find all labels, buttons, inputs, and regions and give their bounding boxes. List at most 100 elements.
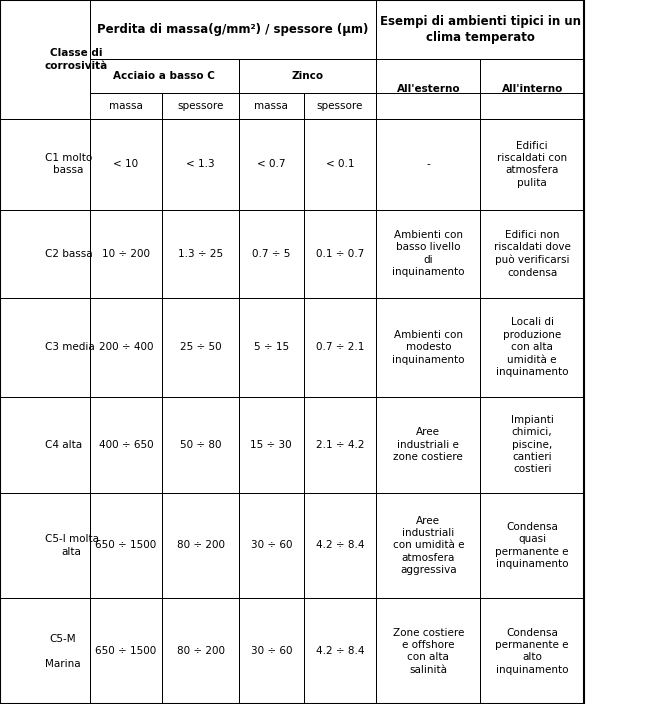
Text: massa: massa <box>109 101 143 111</box>
Bar <box>239 598 304 704</box>
Bar <box>304 298 376 397</box>
Bar <box>239 397 304 493</box>
Bar <box>239 210 304 298</box>
Text: Ambienti con
modesto
inquinamento: Ambienti con modesto inquinamento <box>392 329 465 365</box>
Text: 400 ÷ 650: 400 ÷ 650 <box>99 440 153 450</box>
Bar <box>376 493 480 598</box>
Bar <box>239 58 376 93</box>
Bar <box>90 0 376 58</box>
Bar <box>304 493 376 598</box>
Bar <box>304 397 376 493</box>
Bar <box>304 298 376 397</box>
Bar <box>90 298 162 397</box>
Bar <box>304 397 376 493</box>
Bar <box>162 298 239 397</box>
Bar <box>304 493 376 598</box>
Text: Zinco: Zinco <box>291 70 324 80</box>
Bar <box>90 0 376 58</box>
Text: 2.1 ÷ 4.2: 2.1 ÷ 4.2 <box>316 440 364 450</box>
Bar <box>162 93 239 119</box>
Text: massa: massa <box>254 101 288 111</box>
Bar <box>239 493 304 598</box>
Text: 4.2 ÷ 8.4: 4.2 ÷ 8.4 <box>316 541 364 551</box>
Bar <box>239 119 304 210</box>
Bar <box>304 119 376 210</box>
Bar <box>480 397 584 493</box>
Bar <box>376 0 584 58</box>
Bar <box>162 210 239 298</box>
Bar <box>0 0 90 119</box>
Bar <box>0 598 90 704</box>
Bar <box>90 210 162 298</box>
Text: Acciaio a basso C: Acciaio a basso C <box>114 70 215 80</box>
Bar <box>376 598 480 704</box>
Text: Perdita di massa(g/mm²) / spessore (μm): Perdita di massa(g/mm²) / spessore (μm) <box>97 23 369 36</box>
Bar <box>376 119 480 210</box>
Bar <box>162 119 239 210</box>
Bar <box>480 119 584 210</box>
Text: 80 ÷ 200: 80 ÷ 200 <box>177 646 225 656</box>
Text: 200 ÷ 400: 200 ÷ 400 <box>99 342 153 352</box>
Bar <box>90 397 162 493</box>
Bar <box>480 397 584 493</box>
Bar <box>0 493 90 598</box>
Bar <box>376 298 480 397</box>
Bar <box>162 210 239 298</box>
Bar <box>90 58 239 93</box>
Text: C2 bassa: C2 bassa <box>45 249 92 258</box>
Bar <box>0 119 90 210</box>
Bar <box>239 58 376 93</box>
Bar <box>162 397 239 493</box>
Text: 30 ÷ 60: 30 ÷ 60 <box>251 646 292 656</box>
Bar <box>480 58 584 119</box>
Text: C1 molto
bassa: C1 molto bassa <box>45 153 92 175</box>
Bar <box>480 93 584 119</box>
Bar <box>376 397 480 493</box>
Bar <box>162 119 239 210</box>
Bar <box>0 210 90 298</box>
Bar <box>480 210 584 298</box>
Bar <box>239 93 304 119</box>
Bar <box>0 119 90 210</box>
Text: C5-M

Marina: C5-M Marina <box>45 634 80 669</box>
Bar <box>239 210 304 298</box>
Bar <box>480 493 584 598</box>
Text: All'interno: All'interno <box>502 84 563 94</box>
Bar <box>90 93 162 119</box>
Bar <box>162 298 239 397</box>
Bar <box>480 210 584 298</box>
Bar <box>239 493 304 598</box>
Bar <box>162 397 239 493</box>
Bar <box>0 0 90 119</box>
Text: Edifici
riscaldati con
atmosfera
pulita: Edifici riscaldati con atmosfera pulita <box>497 141 567 188</box>
Text: 10 ÷ 200: 10 ÷ 200 <box>102 249 150 258</box>
Bar <box>376 298 480 397</box>
Text: Edifici non
riscaldati dove
può verificarsi
condensa: Edifici non riscaldati dove può verifica… <box>494 230 570 277</box>
Bar <box>90 493 162 598</box>
Text: 25 ÷ 50: 25 ÷ 50 <box>180 342 221 352</box>
Text: Impianti
chimici,
piscine,
cantieri
costieri: Impianti chimici, piscine, cantieri cost… <box>511 415 554 474</box>
Bar <box>90 298 162 397</box>
Bar <box>239 298 304 397</box>
Text: 80 ÷ 200: 80 ÷ 200 <box>177 541 225 551</box>
Bar <box>90 58 239 93</box>
Bar <box>90 119 162 210</box>
Bar <box>304 598 376 704</box>
Bar <box>239 298 304 397</box>
Bar <box>239 119 304 210</box>
Text: 30 ÷ 60: 30 ÷ 60 <box>251 541 292 551</box>
Text: < 0.7: < 0.7 <box>257 159 286 169</box>
Text: 4.2 ÷ 8.4: 4.2 ÷ 8.4 <box>316 646 364 656</box>
Text: Ambienti con
basso livello
di
inquinamento: Ambienti con basso livello di inquinamen… <box>392 230 465 277</box>
Text: Aree
industriali e
zone costiere: Aree industriali e zone costiere <box>393 427 463 462</box>
Bar <box>376 397 480 493</box>
Bar <box>480 598 584 704</box>
Text: 0.7 ÷ 5: 0.7 ÷ 5 <box>252 249 291 258</box>
Text: C4 alta: C4 alta <box>45 440 82 450</box>
Bar <box>376 58 480 119</box>
Bar <box>0 298 90 397</box>
Bar <box>480 119 584 210</box>
Bar <box>162 493 239 598</box>
Text: < 1.3: < 1.3 <box>186 159 215 169</box>
Text: < 10: < 10 <box>114 159 138 169</box>
